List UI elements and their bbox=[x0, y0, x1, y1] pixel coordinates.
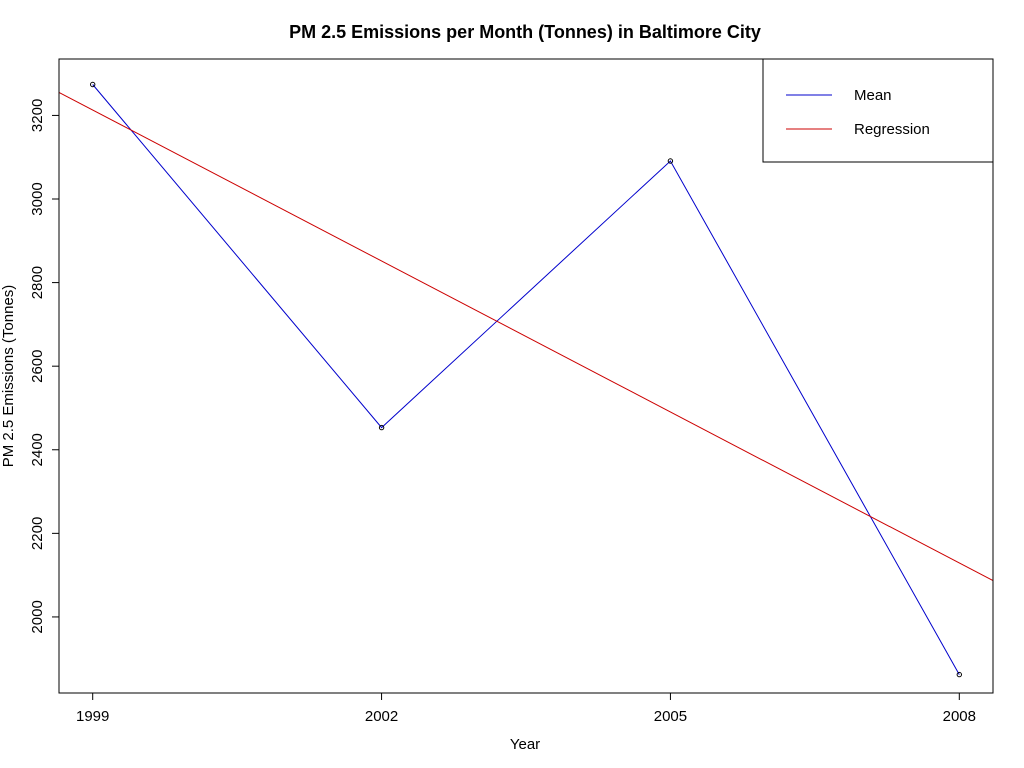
data-point-mean-2002 bbox=[378, 424, 385, 431]
y-tick-label: 2800 bbox=[29, 266, 46, 299]
data-point-mean-2005 bbox=[667, 158, 674, 164]
y-tick-label: 2000 bbox=[29, 600, 46, 633]
y-tick-label: 2400 bbox=[29, 433, 46, 466]
legend: Mean Regression bbox=[762, 58, 994, 163]
legend-box bbox=[762, 58, 994, 163]
x-axis: 1999 2002 2005 2008 bbox=[76, 693, 976, 725]
series-line-mean bbox=[92, 84, 960, 675]
y-axis: 2000 2200 2400 2600 2800 3000 3200 bbox=[29, 99, 59, 634]
x-axis-title: Year bbox=[510, 736, 540, 753]
y-axis-title: PM 2.5 Emissions (Tonnes) bbox=[0, 285, 17, 468]
y-tick-label: 2200 bbox=[29, 517, 46, 550]
y-tick-label: 3000 bbox=[29, 182, 46, 215]
plot-area bbox=[58, 58, 994, 694]
x-tick-label: 2002 bbox=[365, 708, 398, 725]
plot-frame bbox=[58, 58, 994, 694]
x-tick-label: 2008 bbox=[943, 708, 976, 725]
data-point-mean-1999 bbox=[90, 81, 96, 88]
y-tick-label: 2600 bbox=[29, 350, 46, 383]
data-point-mean-2008 bbox=[956, 671, 962, 678]
legend-label-regression: Regression bbox=[854, 121, 930, 138]
y-tick-label: 3200 bbox=[29, 99, 46, 132]
chart-title: PM 2.5 Emissions per Month (Tonnes) in B… bbox=[289, 22, 761, 42]
x-tick-label: 2005 bbox=[654, 708, 687, 725]
x-tick-label: 1999 bbox=[76, 708, 109, 725]
legend-label-mean: Mean bbox=[854, 87, 892, 104]
series-line-regression bbox=[59, 91, 993, 582]
